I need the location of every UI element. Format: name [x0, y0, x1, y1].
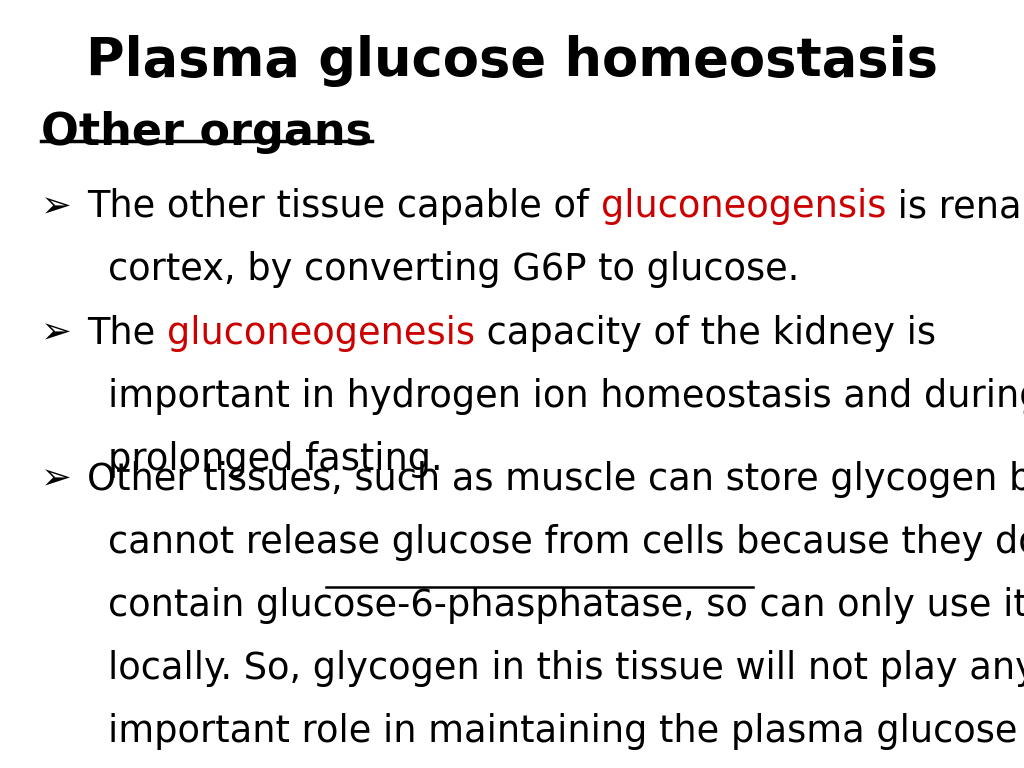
Text: The other tissue capable of: The other tissue capable of — [87, 188, 601, 225]
Text: prolonged fasting.: prolonged fasting. — [108, 441, 442, 478]
Text: gluconeogensis: gluconeogensis — [601, 188, 886, 225]
Text: Plasma glucose homeostasis: Plasma glucose homeostasis — [86, 35, 938, 87]
Text: locally. So, glycogen in this tissue will not play any: locally. So, glycogen in this tissue wil… — [108, 650, 1024, 687]
Text: , so can only use it: , so can only use it — [683, 587, 1024, 624]
Text: is renal: is renal — [886, 188, 1024, 225]
Text: Other tissues, such as muscle can store glycogen but: Other tissues, such as muscle can store … — [87, 461, 1024, 498]
Text: important role in maintaining the plasma glucose level.: important role in maintaining the plasma… — [108, 713, 1024, 750]
Text: ➢: ➢ — [41, 188, 72, 225]
Text: cortex, by converting G6P to glucose.: cortex, by converting G6P to glucose. — [108, 251, 799, 288]
Text: glucose-6-phasphatase: glucose-6-phasphatase — [256, 587, 683, 624]
Text: contain: contain — [108, 587, 256, 624]
Text: ➢: ➢ — [41, 315, 72, 352]
Text: important in hydrogen ion homeostasis and during: important in hydrogen ion homeostasis an… — [108, 378, 1024, 415]
Text: cannot release glucose from cells because they don’t: cannot release glucose from cells becaus… — [108, 524, 1024, 561]
Text: The: The — [87, 315, 167, 352]
Text: Other organs: Other organs — [41, 111, 372, 154]
Text: capacity of the kidney is: capacity of the kidney is — [475, 315, 936, 352]
Text: gluconeogenesis: gluconeogenesis — [167, 315, 475, 352]
Text: ➢: ➢ — [41, 461, 72, 498]
